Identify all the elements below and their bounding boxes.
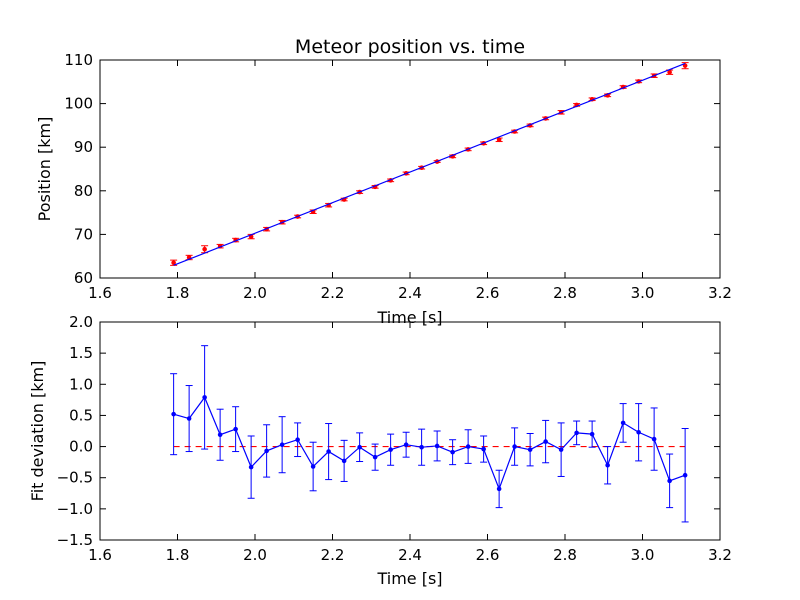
deviation-point xyxy=(202,395,207,400)
bottom-chart-panel: 1.6 1.8 2.0 2.2 2.4 2.6 2.8 3.0 3.2 −1.5 −1.0 −0.5 0… xyxy=(28,313,732,588)
deviation-point xyxy=(357,444,362,450)
bottom-x-tick-label: 1.8 xyxy=(166,546,190,564)
deviation-point xyxy=(310,464,316,469)
deviation-point xyxy=(419,444,424,450)
top-plot-frame xyxy=(99,59,721,279)
deviation-point xyxy=(682,472,688,478)
deviation-point xyxy=(326,449,331,454)
deviation-point xyxy=(574,430,579,436)
top-y-tick-label: 70 xyxy=(74,225,93,243)
deviation-point xyxy=(341,458,347,464)
top-chart-ticks: 1.6 1.8 2.0 2.2 2.4 2.6 2.8 3.0 3.2 60 70 80 90 100 11… xyxy=(64,51,732,302)
bottom-y-tick-label: −1.0 xyxy=(57,500,93,518)
bottom-x-axis-label: Time [s] xyxy=(376,569,442,588)
deviation-point xyxy=(481,446,486,452)
deviation-point xyxy=(450,449,455,455)
bottom-x-tick-label: 2.8 xyxy=(553,546,577,564)
bottom-y-tick-label: 1.0 xyxy=(69,375,93,393)
bottom-chart-ticks: 1.6 1.8 2.0 2.2 2.4 2.6 2.8 3.0 3.2 −1.5 −1.0 −0.5 0… xyxy=(57,313,732,564)
top-x-tick-label: 1.8 xyxy=(166,284,190,302)
deviation-point xyxy=(171,411,176,417)
top-y-tick-label: 60 xyxy=(74,269,93,287)
deviation-point xyxy=(388,447,393,452)
deviation-point xyxy=(512,444,517,449)
bottom-x-tick-label: 2.4 xyxy=(398,546,422,564)
position-point xyxy=(496,137,502,143)
bottom-x-tick-label: 1.6 xyxy=(88,546,112,564)
deviation-point xyxy=(465,444,471,449)
deviation-line xyxy=(173,396,686,491)
bottom-y-tick-label: 0.5 xyxy=(69,406,93,424)
deviation-point xyxy=(372,454,378,460)
deviation-point xyxy=(295,437,300,443)
deviation-point xyxy=(527,447,533,452)
deviation-point xyxy=(233,426,238,432)
deviation-point xyxy=(434,443,440,449)
top-y-tick-label: 100 xyxy=(64,95,93,113)
deviation-point xyxy=(279,442,285,448)
bottom-chart-marks xyxy=(170,345,689,523)
deviation-point xyxy=(496,486,502,492)
top-x-tick-label: 2.8 xyxy=(553,284,577,302)
bottom-x-tick-label: 2.2 xyxy=(321,546,345,564)
bottom-y-tick-label: 1.5 xyxy=(69,344,93,362)
deviation-point xyxy=(186,416,192,421)
top-y-tick-label: 90 xyxy=(74,138,93,156)
bottom-y-tick-label: −1.5 xyxy=(57,531,93,549)
bottom-y-tick-label: −0.5 xyxy=(57,469,93,487)
position-point xyxy=(171,260,176,266)
deviation-point xyxy=(620,420,626,426)
deviation-point xyxy=(651,436,657,442)
deviation-point xyxy=(667,478,672,484)
top-y-tick-label: 110 xyxy=(64,51,93,69)
top-x-tick-label: 3.2 xyxy=(708,284,732,302)
deviation-point xyxy=(605,462,610,468)
position-point xyxy=(202,246,207,252)
bottom-plot-frame xyxy=(99,321,721,541)
position-point xyxy=(667,69,672,75)
deviation-point xyxy=(589,431,595,437)
bottom-x-tick-label: 2.6 xyxy=(476,546,500,564)
top-x-tick-label: 2.2 xyxy=(321,284,345,302)
deviation-point xyxy=(636,429,641,435)
deviation-point xyxy=(264,448,269,454)
bottom-x-tick-label: 3.2 xyxy=(708,546,732,564)
top-y-axis-label: Position [km] xyxy=(35,117,54,222)
deviation-point xyxy=(558,447,564,452)
top-x-tick-label: 3.0 xyxy=(631,284,655,302)
deviation-point xyxy=(543,439,548,444)
top-y-tick-label: 80 xyxy=(74,182,93,200)
bottom-y-tick-label: 2.0 xyxy=(69,313,93,331)
bottom-x-tick-label: 3.0 xyxy=(631,546,655,564)
bottom-y-axis-label: Fit deviation [km] xyxy=(28,361,47,502)
top-chart-marks xyxy=(170,62,689,266)
top-x-tick-label: 2.0 xyxy=(243,284,267,302)
deviation-point xyxy=(217,432,223,438)
top-chart-panel: Meteor position vs. time 1.6 1.8 2.0 2.2 2.4… xyxy=(35,36,732,327)
top-x-tick-label: 2.6 xyxy=(476,284,500,302)
top-x-tick-label: 2.4 xyxy=(398,284,422,302)
fit-line xyxy=(173,62,686,266)
chart-title: Meteor position vs. time xyxy=(295,36,525,58)
top-x-tick-label: 1.6 xyxy=(88,284,112,302)
bottom-x-tick-label: 2.0 xyxy=(243,546,267,564)
deviation-point xyxy=(248,464,254,470)
bottom-y-tick-label: 0.0 xyxy=(69,438,93,456)
deviation-point xyxy=(403,442,409,448)
